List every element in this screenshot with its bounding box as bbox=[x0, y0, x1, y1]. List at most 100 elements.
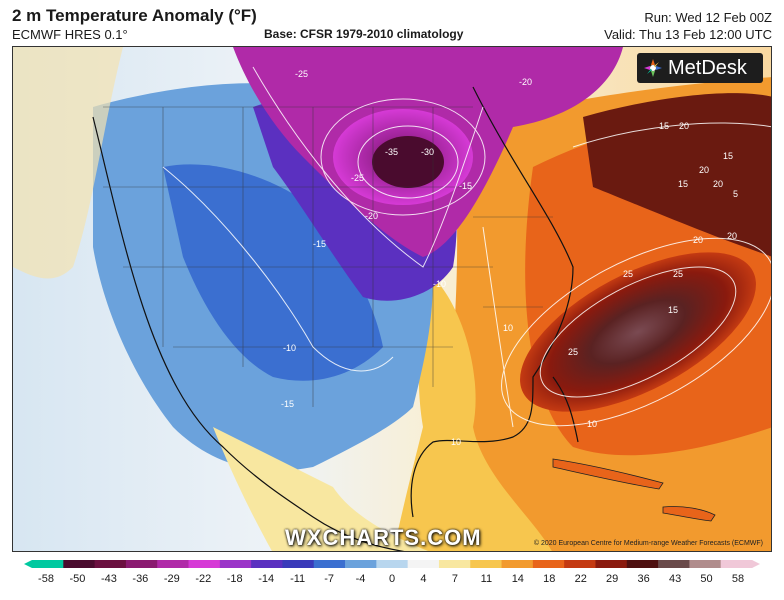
contour-label: -15 bbox=[313, 239, 326, 249]
contour-label: 10 bbox=[451, 437, 461, 447]
contour-label: 20 bbox=[693, 235, 703, 245]
metdesk-logo-icon bbox=[644, 59, 662, 77]
color-scale-label: -18 bbox=[226, 573, 243, 585]
color-scale-label: 58 bbox=[731, 573, 745, 585]
color-scale-swatch bbox=[658, 560, 690, 568]
color-scale-label: 0 bbox=[388, 573, 396, 585]
metdesk-logo-text: MetDesk bbox=[668, 56, 747, 79]
west-coastline bbox=[92, 116, 405, 551]
warm-anomaly-core bbox=[520, 252, 756, 412]
color-scale-swatch bbox=[438, 560, 471, 568]
contour-label: 15 bbox=[668, 305, 678, 315]
color-scale-swatch bbox=[125, 560, 158, 568]
contour-label: 10 bbox=[503, 323, 513, 333]
color-scale-label: -14 bbox=[258, 573, 275, 585]
run-time-label: Run: Wed 12 Feb 00Z bbox=[644, 10, 772, 25]
color-scale-swatch bbox=[219, 560, 252, 568]
cold-anomaly-center bbox=[372, 136, 444, 188]
florida-coastline bbox=[552, 376, 579, 443]
color-scale-label: -50 bbox=[69, 573, 86, 585]
hispaniola-island bbox=[662, 506, 716, 522]
color-scale-label: 7 bbox=[451, 573, 458, 585]
color-scale-swatch bbox=[251, 560, 283, 568]
color-scale-labels: -58 -50 -43 -36 -29 -22 -18 -14 -11 -7 -4 0 4 7 11 14 18… bbox=[24, 573, 760, 589]
color-scale-swatch bbox=[564, 560, 596, 568]
color-scale-label: 43 bbox=[668, 573, 682, 585]
color-scale-label: 22 bbox=[574, 573, 587, 585]
color-scale-swatch bbox=[470, 560, 503, 568]
color-scale-swatch bbox=[689, 560, 722, 568]
color-scale-label: -11 bbox=[290, 573, 306, 585]
map-canvas: -35 -30 -25 -20 -25 -20 -15 -10 -15 -10 … bbox=[13, 47, 771, 551]
color-scale-swatch bbox=[63, 560, 96, 568]
climatology-base-label: Base: CFSR 1979-2010 climatology bbox=[264, 27, 464, 41]
chart-title: 2 m Temperature Anomaly (°F) bbox=[12, 6, 257, 25]
color-scale-swatch bbox=[313, 560, 346, 568]
warm-anomaly-northeast bbox=[583, 93, 771, 257]
color-scale-label: 36 bbox=[637, 573, 650, 585]
metdesk-logo: MetDesk bbox=[637, 53, 763, 83]
west-coast-region bbox=[13, 47, 123, 279]
color-scale-label: -7 bbox=[324, 573, 334, 585]
contour-label: 15 bbox=[723, 151, 733, 161]
color-scale-label: 4 bbox=[420, 573, 427, 585]
color-scale-swatch bbox=[532, 560, 565, 568]
color-scale-label: -22 bbox=[195, 573, 212, 585]
contour-label: -10 bbox=[283, 343, 296, 353]
color-scale-bar bbox=[24, 560, 760, 568]
chart-header: 2 m Temperature Anomaly (°F) ECMWF HRES … bbox=[0, 0, 784, 46]
model-label: ECMWF HRES 0.1° bbox=[12, 27, 128, 42]
contour-label: 20 bbox=[699, 165, 709, 175]
color-scale-label: -29 bbox=[163, 573, 180, 585]
color-scale-swatch bbox=[94, 560, 127, 568]
color-scale-swatch bbox=[32, 560, 64, 568]
cuba-island bbox=[552, 458, 664, 490]
contour-label: 25 bbox=[623, 269, 633, 279]
contour-label: 20 bbox=[679, 121, 689, 131]
color-scale-swatch bbox=[345, 560, 377, 568]
contour-label: 20 bbox=[713, 179, 723, 189]
contour-label: -25 bbox=[295, 69, 308, 79]
color-scale-swatch bbox=[501, 560, 534, 568]
contour-label: 5 bbox=[733, 189, 738, 199]
east-gulf-coastline bbox=[410, 86, 574, 518]
color-scale-swatch bbox=[282, 560, 315, 568]
color-scale-label: 11 bbox=[480, 573, 493, 585]
color-scale-swatch bbox=[376, 560, 409, 568]
color-scale-swatch bbox=[595, 560, 628, 568]
contour-lines bbox=[162, 66, 771, 428]
wxcharts-watermark: WXCHARTS.COM bbox=[285, 525, 482, 550]
contour-label: -20 bbox=[519, 77, 532, 87]
contour-label: 15 bbox=[659, 121, 669, 131]
mexico-region bbox=[213, 427, 429, 551]
contour-label: -35 bbox=[385, 147, 398, 157]
contour-label: 20 bbox=[727, 231, 737, 241]
contour-label: 10 bbox=[587, 419, 597, 429]
color-scale-label: -4 bbox=[355, 573, 366, 585]
temperature-anomaly-map: -35 -30 -25 -20 -25 -20 -15 -10 -15 -10 … bbox=[12, 46, 772, 552]
color-scale-swatches bbox=[24, 560, 760, 568]
color-scale-label: 14 bbox=[511, 573, 524, 585]
color-scale-swatch bbox=[720, 560, 753, 568]
color-scale-swatch bbox=[626, 560, 659, 568]
contour-label: 15 bbox=[678, 179, 688, 189]
color-scale-arrow-low bbox=[24, 560, 32, 568]
ecmwf-copyright: © 2020 European Centre for Medium-range … bbox=[533, 540, 763, 547]
contour-label: -10 bbox=[433, 279, 446, 289]
color-scale-swatch bbox=[157, 560, 190, 568]
color-scale-label: -36 bbox=[132, 573, 149, 585]
contour-label: -15 bbox=[281, 399, 294, 409]
contour-label: 25 bbox=[673, 269, 683, 279]
valid-time-label: Valid: Thu 13 Feb 12:00 UTC bbox=[604, 27, 772, 42]
color-scale-label: -58 bbox=[38, 573, 54, 585]
contour-label: -20 bbox=[365, 211, 378, 221]
contour-label-group: -35 -30 -25 -20 -25 -20 -15 -10 -15 -10 … bbox=[281, 69, 738, 447]
color-scale-label: -43 bbox=[100, 573, 117, 585]
contour-label: -30 bbox=[421, 147, 434, 157]
contour-label: -25 bbox=[351, 173, 364, 183]
color-scale-label: 50 bbox=[700, 573, 713, 585]
contour-label: 25 bbox=[568, 347, 578, 357]
color-scale-label: 18 bbox=[543, 573, 556, 585]
color-scale-arrow-high bbox=[752, 560, 760, 568]
color-scale-label: 29 bbox=[606, 573, 619, 585]
